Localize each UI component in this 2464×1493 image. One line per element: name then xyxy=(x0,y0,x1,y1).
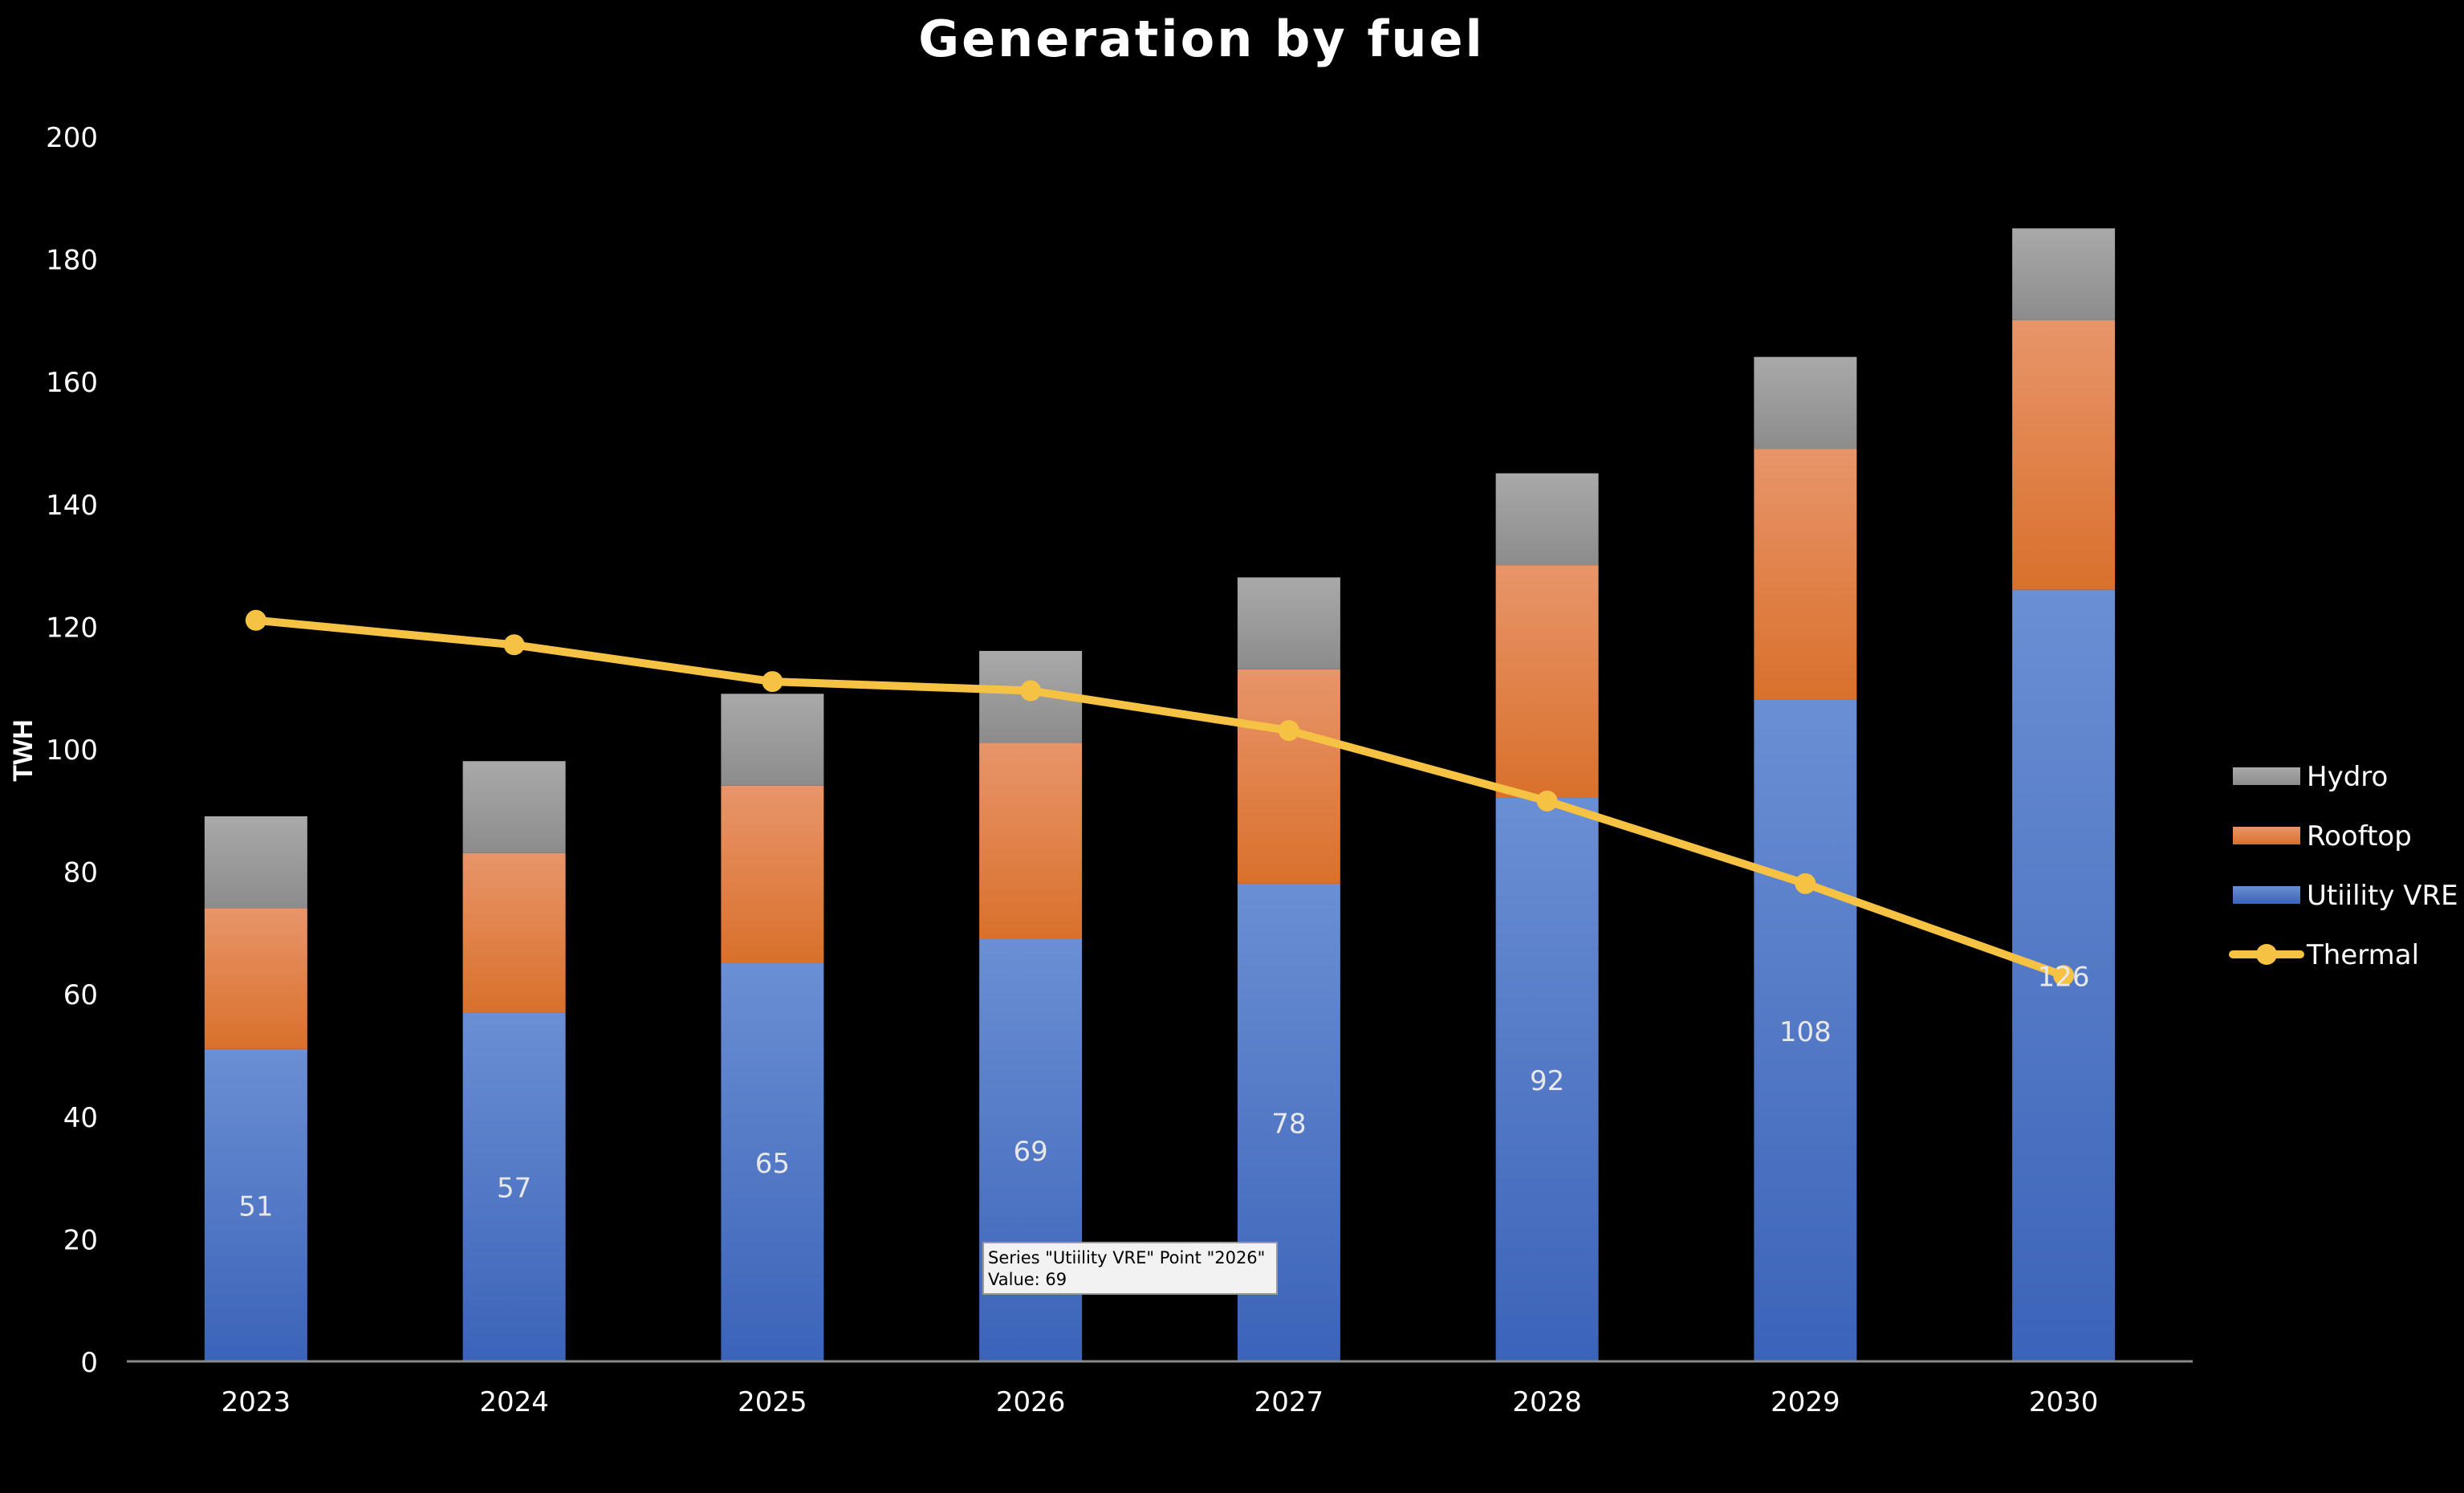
bar-rooftop xyxy=(462,852,566,1013)
y-tick-label: 40 xyxy=(63,1102,98,1134)
bar-hydro xyxy=(462,761,566,853)
legend-swatch-utiility-vre xyxy=(2233,886,2300,904)
y-tick-label: 180 xyxy=(46,245,98,277)
bar-rooftop xyxy=(979,742,1083,939)
y-tick-label: 20 xyxy=(63,1224,98,1256)
legend-label-hydro: Hydro xyxy=(2307,761,2388,793)
data-label: 65 xyxy=(755,1148,790,1180)
x-tick-label: 2029 xyxy=(1771,1386,1840,1418)
x-tick-label: 2024 xyxy=(479,1386,549,1418)
bar-utiility-vre xyxy=(1495,798,1599,1361)
legend: Hydro Rooftop Utiility VRE Thermal xyxy=(2229,761,2458,971)
y-axis-label: TWH xyxy=(8,719,39,781)
bar-rooftop xyxy=(1754,449,1857,700)
bar-hydro xyxy=(1754,356,1857,450)
line-thermal xyxy=(251,616,2068,980)
x-axis: 2023 2024 2025 2026 2027 2028 2029 2030 xyxy=(222,1386,2099,1418)
data-label: 78 xyxy=(1271,1108,1306,1140)
y-tick-label: 60 xyxy=(63,979,98,1011)
legend-marker-thermal xyxy=(2256,944,2277,965)
tooltip: Series "Utiility VRE" Point "2026" Value:… xyxy=(982,1242,1278,1295)
x-tick-label: 2028 xyxy=(1512,1386,1582,1418)
line-marker-thermal xyxy=(762,671,783,693)
tooltip-line-2: Value: 69 xyxy=(988,1270,1067,1289)
bar-rooftop xyxy=(1237,669,1340,884)
bar-hydro xyxy=(204,816,307,909)
line-marker-thermal xyxy=(1020,680,1042,702)
tooltip-box xyxy=(982,1242,1278,1295)
thermal-line-series xyxy=(245,609,2075,987)
bar-series xyxy=(204,228,2116,1361)
data-label: 69 xyxy=(1013,1136,1047,1168)
x-tick-label: 2025 xyxy=(738,1386,807,1418)
bar-rooftop xyxy=(2012,319,2116,590)
bar-rooftop xyxy=(721,785,824,964)
bar-utiility-vre xyxy=(462,1012,566,1361)
bar-rooftop xyxy=(204,908,307,1049)
bar-utiility-vre xyxy=(204,1048,307,1361)
data-labels: 51 57 65 69 78 92 108 126 xyxy=(238,961,2089,1222)
y-tick-label: 0 xyxy=(80,1347,98,1379)
chart-title: Generation by fuel xyxy=(918,10,1485,68)
y-tick-label: 100 xyxy=(46,734,98,767)
tooltip-line-1: Series "Utiility VRE" Point "2026" xyxy=(988,1248,1265,1267)
y-tick-label: 200 xyxy=(46,122,98,154)
data-label: 57 xyxy=(497,1173,531,1205)
y-tick-label: 80 xyxy=(63,857,98,889)
y-tick-label: 160 xyxy=(46,367,98,399)
bar-hydro xyxy=(1237,577,1340,669)
x-tick-label: 2030 xyxy=(2029,1386,2099,1418)
y-tick-label: 120 xyxy=(46,612,98,644)
y-tick-label: 140 xyxy=(46,490,98,522)
data-label: 126 xyxy=(2038,961,2090,993)
line-marker-thermal xyxy=(1536,790,1558,812)
legend-label-rooftop: Rooftop xyxy=(2307,820,2412,852)
y-axis: 0 20 40 60 80 100 120 140 160 180 200 xyxy=(46,122,98,1379)
legend-swatch-hydro xyxy=(2233,767,2300,785)
line-marker-thermal xyxy=(503,634,525,656)
line-marker-thermal xyxy=(245,609,266,631)
line-marker-thermal xyxy=(1278,720,1299,742)
bar-hydro xyxy=(2012,228,2116,320)
legend-swatch-rooftop xyxy=(2233,827,2300,844)
line-marker-thermal xyxy=(1795,873,1816,894)
data-label: 108 xyxy=(1779,1016,1832,1048)
bar-hydro xyxy=(1495,473,1599,566)
data-label: 51 xyxy=(238,1190,273,1222)
data-label: 92 xyxy=(1530,1065,1564,1097)
x-tick-label: 2026 xyxy=(996,1386,1066,1418)
bar-utiility-vre xyxy=(721,963,824,1361)
x-tick-label: 2027 xyxy=(1254,1386,1324,1418)
bar-rooftop xyxy=(1495,565,1599,799)
legend-label-utiility-vre: Utiility VRE xyxy=(2307,880,2458,912)
x-tick-label: 2023 xyxy=(222,1386,291,1418)
bar-hydro xyxy=(721,694,824,786)
legend-label-thermal: Thermal xyxy=(2306,939,2419,971)
line-marker-thermal xyxy=(2053,965,2075,987)
bar-utiility-vre xyxy=(1754,699,1857,1361)
